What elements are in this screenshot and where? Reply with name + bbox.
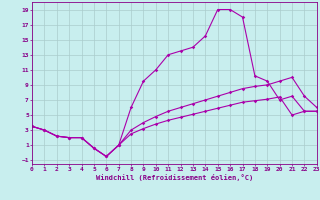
X-axis label: Windchill (Refroidissement éolien,°C): Windchill (Refroidissement éolien,°C) [96,174,253,181]
